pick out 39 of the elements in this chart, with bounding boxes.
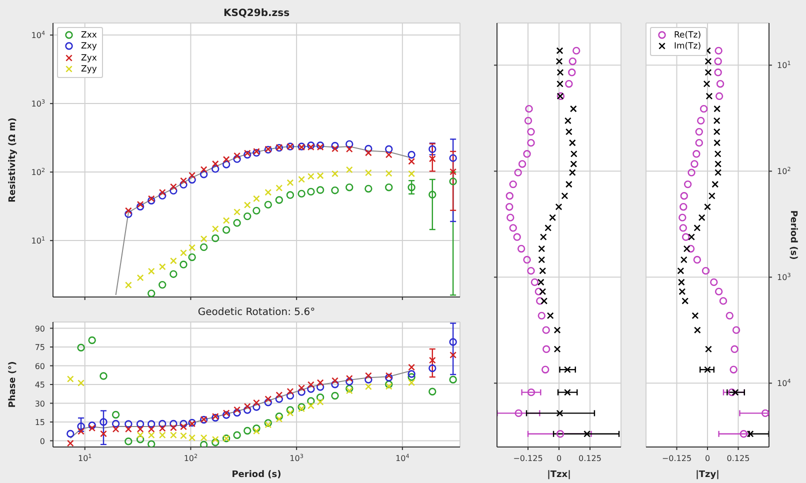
x-tick-label: 10$^{2}$ — [184, 453, 198, 463]
x-tick-label: 0.125 — [578, 454, 602, 463]
legend-label: Zxx — [80, 30, 97, 42]
y-tick-label: 10$^{1}$ — [777, 60, 792, 70]
y-tick-label: 30 — [34, 399, 45, 408]
y-axis-title: Resistivity (Ω m) — [8, 118, 18, 202]
legend-label: Zxy — [80, 41, 97, 53]
x-tick-label: 0 — [556, 454, 562, 463]
y-tick-label: 10$^{2}$ — [31, 167, 45, 178]
x-axis-title: |Tzx| — [547, 470, 571, 480]
chart-title: KSQ29b.zss — [222, 8, 291, 19]
chart-title: Geodetic Rotation: 5.6° — [196, 307, 316, 318]
y-tick-label: 90 — [34, 324, 45, 334]
y-tick-label: 0 — [40, 436, 45, 446]
x-tick-label: 10$^{3}$ — [290, 453, 304, 463]
legend-label: Zyx — [80, 52, 97, 64]
y-tick-label: 10$^{4}$ — [777, 378, 792, 388]
y-tick-label: 10$^{3}$ — [31, 98, 46, 109]
x-axis-title: Period (s) — [232, 470, 282, 480]
x-tick-label: −0.125 — [513, 454, 543, 463]
x-axis-title: |Tzy| — [696, 470, 720, 480]
y-tick-label: 10$^{2}$ — [777, 166, 791, 176]
x-tick-label: 10$^{1}$ — [78, 453, 92, 463]
y-tick-label: 10$^{4}$ — [31, 30, 46, 40]
y-axis-title: Phase (°) — [8, 361, 18, 408]
x-tick-label: 0.125 — [726, 454, 750, 463]
y-tick-label: 75 — [34, 343, 45, 352]
y-tick-label: 10$^{1}$ — [31, 236, 46, 246]
legend-label: Re(Tz) — [673, 30, 702, 42]
y-tick-label: 15 — [34, 418, 45, 427]
x-tick-label: −0.125 — [662, 454, 692, 463]
legend-label: Im(Tz) — [673, 41, 702, 53]
y-tick-label: 60 — [34, 362, 45, 371]
y-axis-title: Period (s) — [788, 210, 798, 260]
legend-label: Zyy — [80, 64, 97, 76]
y-tick-label: 45 — [34, 380, 45, 390]
x-tick-label: 10$^{4}$ — [396, 453, 410, 463]
x-tick-label: 0 — [704, 454, 710, 463]
y-tick-label: 10$^{3}$ — [777, 272, 792, 282]
